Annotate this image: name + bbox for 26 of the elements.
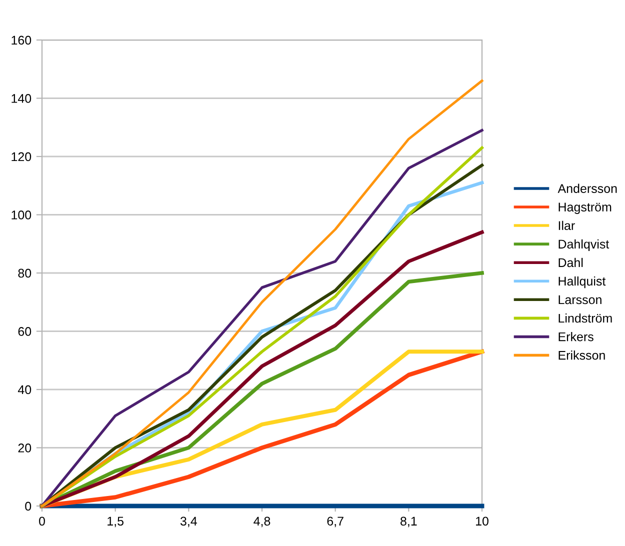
x-tick-label: 4,8 [254, 516, 270, 528]
legend-label: Ilar [558, 220, 575, 230]
legend-label: Dahlqvist [558, 239, 610, 252]
y-tick-label: 140 [12, 94, 32, 103]
y-tick-label: 0 [25, 502, 32, 511]
x-tick-label: 10 [476, 516, 488, 526]
y-tick-label: 80 [18, 268, 32, 278]
y-tick-label: 60 [18, 327, 32, 336]
y-tick-label: 20 [18, 444, 32, 452]
legend-label: Hagström [558, 202, 612, 214]
legend-label: Dahl [558, 258, 583, 268]
legend-label: Hallquist [558, 276, 606, 288]
y-tick-label: 40 [18, 385, 32, 394]
y-tick-label: 120 [12, 152, 32, 162]
legend-label: Erkers [558, 332, 594, 342]
x-tick-label: 0 [39, 516, 45, 526]
legend-label: Andersson [558, 184, 617, 193]
y-tick-label: 160 [12, 36, 32, 45]
legend-label: Lindström [558, 313, 612, 323]
legend-label: Eriksson [558, 350, 605, 360]
x-tick-label: 6,7 [327, 516, 344, 528]
legend-label: Larsson [558, 295, 602, 304]
x-tick-label: 1,5 [108, 516, 124, 528]
x-tick-label: 8,1 [400, 516, 417, 528]
y-tick-label: 100 [12, 210, 32, 220]
x-tick-label: 3,4 [180, 516, 197, 528]
